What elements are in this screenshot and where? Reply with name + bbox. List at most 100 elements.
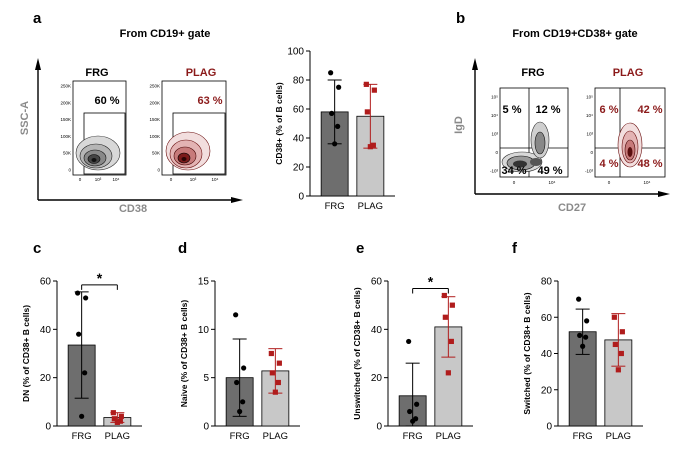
flow-ytick-label: 10⁴ bbox=[586, 113, 593, 118]
panel-letter-b: b bbox=[456, 10, 465, 27]
y-tick-label: 80 bbox=[541, 277, 553, 288]
y-tick-label: 60 bbox=[541, 313, 553, 324]
flow-b-plag-yticks: 10⁵ 10⁴ 10³ 0 -10³ bbox=[585, 95, 594, 174]
flow-a-x-arrow bbox=[231, 197, 243, 203]
flow-ytick-label: 0 bbox=[495, 150, 498, 155]
panel-letter-f: f bbox=[512, 240, 518, 257]
data-point-frg bbox=[410, 418, 416, 424]
flow-a-xaxis-label: CD38 bbox=[119, 203, 147, 215]
data-point-frg bbox=[237, 408, 243, 415]
flow-a-plag-yticks: 250K 200K 150K 100K 50K 0 bbox=[149, 84, 160, 173]
bar-chart-c: c 0 20 40 60 DN (% of CD38+ B cells) FRG PLAG * bbox=[21, 240, 142, 442]
flow-b-xaxis-label: CD27 bbox=[558, 202, 586, 214]
flow-ytick-label: 200K bbox=[60, 100, 71, 105]
data-point-plag bbox=[268, 350, 274, 357]
y-tick-label: 15 bbox=[198, 277, 210, 288]
x-tick-label: PLAG bbox=[436, 431, 461, 442]
flow-ytick-label: 200K bbox=[149, 100, 160, 105]
flow-xtick-label: 0 bbox=[608, 180, 611, 185]
data-point-frg bbox=[583, 334, 589, 340]
y-tick-label: 80 bbox=[293, 76, 305, 87]
flow-b-frg-q-ll: 34 % bbox=[501, 165, 526, 177]
flow-a-frg-xticks: 0 10³ 10⁴ bbox=[79, 177, 120, 182]
flow-b-plag-xticks: 0 10⁴ bbox=[608, 180, 651, 185]
data-point-plag bbox=[269, 370, 275, 376]
y-tick-label: 0 bbox=[45, 422, 51, 433]
y-axis-label: CD38+ (% of B cells) bbox=[274, 82, 284, 165]
flow-ytick-label: 0 bbox=[157, 168, 160, 173]
data-point-plag bbox=[275, 379, 281, 386]
data-point-frg bbox=[336, 84, 342, 90]
panel-a-title: From CD19+ gate bbox=[120, 28, 211, 40]
flow-b-x-arrow bbox=[658, 191, 670, 197]
data-point-frg bbox=[584, 318, 590, 324]
flow-b-frg-xticks: 0 10⁴ bbox=[513, 180, 556, 185]
flow-ytick-label: -10³ bbox=[585, 169, 594, 174]
data-point-plag bbox=[619, 329, 625, 335]
data-point-frg bbox=[332, 141, 338, 147]
y-tick-label: 0 bbox=[546, 422, 552, 433]
y-tick-label: 60 bbox=[293, 105, 305, 116]
data-point-frg bbox=[234, 379, 240, 386]
flow-a-y-arrow bbox=[35, 58, 41, 70]
flow-xtick-label: 10⁴ bbox=[113, 177, 120, 182]
significance-marker: * bbox=[97, 270, 103, 286]
data-point-plag bbox=[449, 302, 455, 308]
data-point-plag bbox=[615, 367, 621, 373]
flow-ytick-label: 50K bbox=[63, 151, 71, 156]
data-point-frg bbox=[241, 365, 247, 371]
y-tick-label: 40 bbox=[40, 325, 52, 336]
y-tick-label: 40 bbox=[293, 134, 305, 145]
flow-a-frg-contours bbox=[75, 135, 121, 171]
bar-chart-f: f 0 20 40 60 80 Switched (% of CD38+ B cells) F… bbox=[512, 240, 643, 442]
y-tick-label: 0 bbox=[203, 422, 209, 433]
data-point-frg bbox=[240, 399, 246, 405]
flow-xtick-label: 10⁴ bbox=[644, 180, 651, 185]
data-point-frg bbox=[577, 332, 583, 338]
flow-xtick-label: 10³ bbox=[190, 177, 197, 182]
data-point-plag bbox=[111, 416, 117, 422]
y-tick-label: 20 bbox=[40, 373, 52, 384]
flow-ytick-label: 150K bbox=[149, 117, 160, 122]
bar-chart-e: e 0 20 40 60 Unswitched (% of CD38+ B cells) F… bbox=[352, 240, 473, 442]
y-axis-label: Naive (% of CD38+ B cells) bbox=[179, 300, 189, 408]
panel-letter-e: e bbox=[356, 240, 364, 257]
flow-a-frg-yticks: 250K 200K 150K 100K 50K 0 bbox=[60, 84, 71, 173]
flow-ytick-label: 0 bbox=[590, 150, 593, 155]
flow-xtick-label: 0 bbox=[170, 177, 173, 182]
panel-letter-a: a bbox=[33, 10, 42, 27]
flow-ytick-label: 10³ bbox=[491, 132, 498, 137]
flow-ytick-label: 250K bbox=[149, 84, 160, 89]
data-point-frg bbox=[580, 343, 586, 349]
data-point-frg bbox=[79, 413, 85, 419]
x-tick-label: PLAG bbox=[606, 431, 631, 442]
flow-ytick-label: 0 bbox=[68, 168, 71, 173]
y-tick-label: 20 bbox=[293, 163, 305, 174]
flow-ytick-label: 10⁵ bbox=[491, 95, 498, 100]
data-point-frg bbox=[414, 401, 420, 407]
data-point-frg bbox=[75, 290, 81, 296]
y-axis-label: Unswitched (% of CD38+ B cells) bbox=[352, 287, 362, 420]
data-point-frg bbox=[407, 408, 413, 415]
flow-b-plag-contours bbox=[617, 122, 643, 168]
data-point-plag bbox=[445, 370, 451, 376]
data-point-frg bbox=[576, 296, 582, 302]
x-tick-label: PLAG bbox=[358, 201, 383, 212]
data-point-frg bbox=[82, 370, 88, 376]
data-point-plag bbox=[272, 389, 278, 395]
y-tick-label: 10 bbox=[198, 325, 210, 336]
flow-xtick-label: 10⁴ bbox=[212, 177, 219, 182]
flow-plots-a: SSC-A CD38 FRG PLAG 250K 200K 150K 100K 50K 0… bbox=[19, 58, 243, 215]
flow-ytick-label: 100K bbox=[60, 134, 71, 139]
flow-ytick-label: 10⁵ bbox=[586, 95, 593, 100]
x-tick-label: PLAG bbox=[263, 431, 288, 442]
data-point-plag bbox=[367, 144, 373, 150]
data-point-plag bbox=[118, 413, 124, 419]
flow-b-frg-q-ul: 5 % bbox=[503, 104, 522, 116]
y-tick-label: 40 bbox=[371, 325, 383, 336]
flow-b-yaxis-label: IgD bbox=[453, 116, 465, 134]
flow-a-plag-label: PLAG bbox=[186, 67, 217, 79]
data-point-plag bbox=[117, 418, 123, 424]
